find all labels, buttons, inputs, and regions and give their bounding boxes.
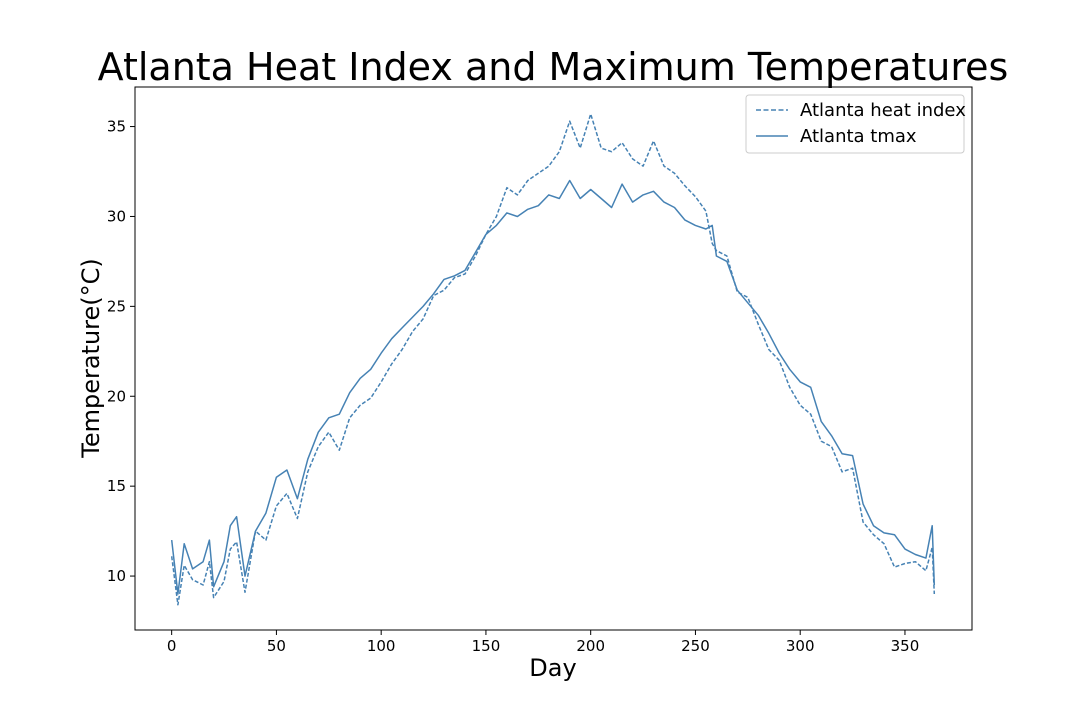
x-axis-title: Day [529, 654, 576, 682]
y-tick-label: 35 [107, 118, 126, 136]
x-tick-label: 0 [167, 637, 177, 655]
legend: Atlanta heat index Atlanta tmax [745, 94, 966, 154]
y-tick-label: 10 [107, 567, 126, 585]
y-tick-label: 30 [107, 207, 126, 225]
x-tick-label: 350 [891, 637, 920, 655]
x-tick-label: 100 [367, 637, 396, 655]
legend-box [745, 94, 965, 154]
y-axis-title: Temperature(°C) [77, 258, 105, 459]
x-axis-ticks: 0 50 100 150 200 250 300 350 [167, 630, 919, 655]
series-line-tmax [170, 179, 936, 595]
x-tick-label: 200 [576, 637, 605, 655]
y-tick-label: 15 [107, 477, 126, 495]
series-layer [170, 113, 936, 606]
legend-label-tmax: Atlanta tmax [800, 126, 917, 147]
x-tick-label: 150 [472, 637, 501, 655]
x-tick-label: 250 [681, 637, 710, 655]
x-tick-label: 300 [786, 637, 815, 655]
legend-label-heat-index: Atlanta heat index [800, 100, 966, 121]
y-tick-label: 25 [107, 297, 126, 315]
y-axis-ticks: 10 15 20 25 30 35 [107, 118, 135, 585]
plot-area-frame [134, 86, 973, 631]
chart-title: Atlanta Heat Index and Maximum Temperatu… [98, 45, 1009, 89]
series-line-heat-index [170, 113, 936, 606]
y-tick-label: 20 [107, 387, 126, 405]
x-tick-label: 50 [267, 637, 286, 655]
